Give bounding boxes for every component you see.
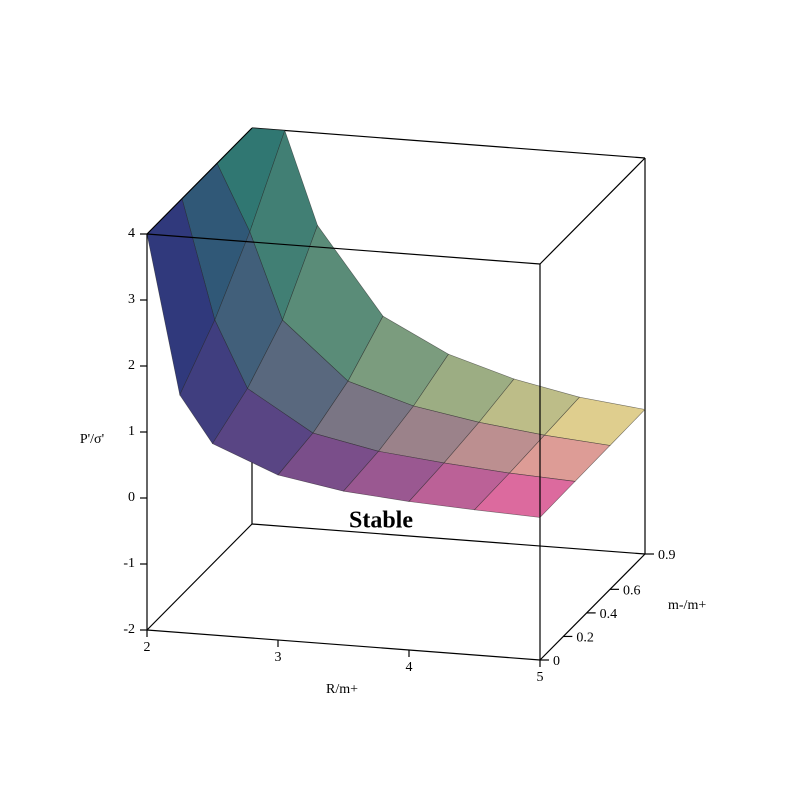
z-axis-label: P'/σ' [80, 432, 104, 447]
z-tick-label: -2 [123, 622, 135, 637]
box-edge [146, 233, 541, 265]
z-tick-label: -1 [123, 556, 135, 571]
y-axis-label: m-/m+ [668, 598, 706, 613]
z-tick-label: 1 [128, 424, 135, 439]
surface-patch [473, 472, 576, 518]
box-edge [146, 629, 541, 661]
annotation: Stable [349, 508, 413, 534]
y-tick-label: 0.4 [600, 607, 618, 622]
x-tick-label: 3 [275, 650, 282, 665]
box-edge [251, 127, 646, 159]
y-tick-label: 0.6 [623, 584, 641, 599]
z-tick-label: 0 [128, 490, 135, 505]
box-edge [251, 523, 646, 555]
x-tick-label: 5 [537, 670, 544, 685]
x-tick-label: 2 [144, 640, 151, 655]
x-axis-label: R/m+ [326, 682, 358, 697]
y-tick-label: 0.2 [576, 631, 594, 646]
z-tick-label: 4 [128, 226, 135, 241]
z-tick-label: 3 [128, 292, 135, 307]
z-tick-label: 2 [128, 358, 135, 373]
x-tick-label: 4 [406, 660, 413, 675]
box-edge [146, 523, 253, 631]
box-edge [146, 127, 253, 235]
y-tick-label: 0.9 [658, 548, 676, 563]
box-edge [539, 157, 646, 265]
box-edge [539, 553, 646, 661]
y-tick-label: 0 [553, 654, 560, 669]
